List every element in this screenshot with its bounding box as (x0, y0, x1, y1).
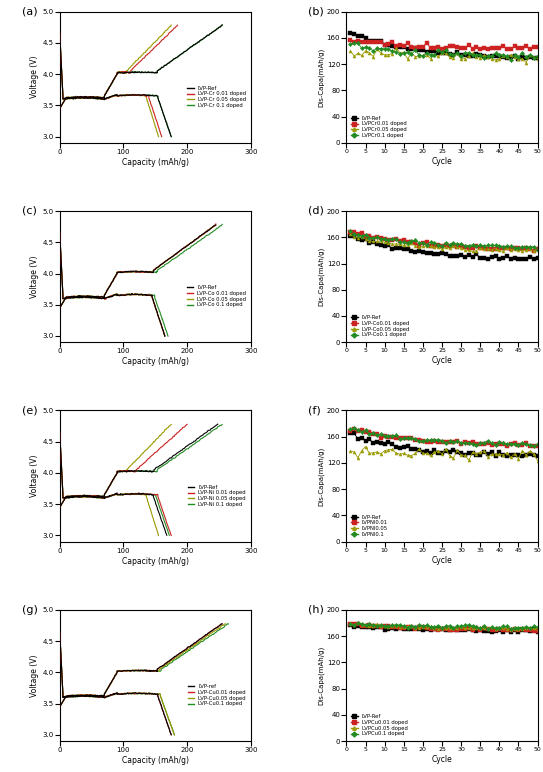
Text: (a): (a) (22, 6, 37, 16)
Legend: LVP-Ref, LVPNI0.01, LVPNI0.05, LVPNI0.1: LVP-Ref, LVPNI0.01, LVPNI0.05, LVPNI0.1 (349, 513, 390, 539)
X-axis label: Cycle: Cycle (432, 755, 452, 764)
Y-axis label: Voltage (V): Voltage (V) (30, 256, 40, 298)
Text: (g): (g) (22, 604, 37, 615)
Y-axis label: Voltage (V): Voltage (V) (30, 654, 40, 697)
Legend: LVP-Ref, LVP-Ni 0.01 doped, LVP-Ni 0.05 doped, LVP-Ni 0.1 doped: LVP-Ref, LVP-Ni 0.01 doped, LVP-Ni 0.05 … (186, 482, 248, 509)
Y-axis label: Dis-Capa(mAh/g): Dis-Capa(mAh/g) (318, 446, 324, 506)
Legend: LVP-Ref, LVP-Cr 0.01 doped, LVP-Cr 0.05 doped, LVP-Cr 0.1 doped: LVP-Ref, LVP-Cr 0.01 doped, LVP-Cr 0.05 … (185, 83, 248, 110)
Text: (d): (d) (308, 206, 324, 216)
Text: (e): (e) (22, 405, 37, 415)
Y-axis label: Voltage (V): Voltage (V) (30, 56, 40, 99)
X-axis label: Cycle: Cycle (432, 556, 452, 564)
Y-axis label: Dis-Capa(mAh/g): Dis-Capa(mAh/g) (318, 48, 324, 107)
Text: (h): (h) (308, 604, 324, 615)
X-axis label: Capacity (mAh/g): Capacity (mAh/g) (122, 157, 189, 167)
Legend: LVP-Ref, LVPCr0.01 doped, LVPCr0.05 doped, LVPCr0.1 doped: LVP-Ref, LVPCr0.01 doped, LVPCr0.05 dope… (349, 113, 408, 141)
Y-axis label: Dis-Capa(mAh/g): Dis-Capa(mAh/g) (318, 247, 324, 306)
Legend: LVP-Ref, LVP-Co 0.01 doped, LVP-Co 0.05 doped, LVP-Co 0.1 doped: LVP-Ref, LVP-Co 0.01 doped, LVP-Co 0.05 … (185, 283, 248, 310)
X-axis label: Capacity (mAh/g): Capacity (mAh/g) (122, 557, 189, 566)
Legend: LVP-ref, LVP-Cu0.01 doped, LVP-Cu0.05 doped, LVP-Cu0.1 doped: LVP-ref, LVP-Cu0.01 doped, LVP-Cu0.05 do… (186, 682, 248, 709)
Legend: LVP-Ref, LVPCu0.01 doped, LVPCu0.05 doped, LVPCu0.1 doped: LVP-Ref, LVPCu0.01 doped, LVPCu0.05 dope… (349, 712, 410, 739)
Legend: LVP-Ref, LVP-Co0.01 doped, LVP-Co0.05 doped, LVP-Co0.1 doped: LVP-Ref, LVP-Co0.01 doped, LVP-Co0.05 do… (349, 313, 411, 340)
Text: (c): (c) (22, 206, 36, 216)
X-axis label: Capacity (mAh/g): Capacity (mAh/g) (122, 756, 189, 765)
Text: (f): (f) (308, 405, 321, 415)
X-axis label: Capacity (mAh/g): Capacity (mAh/g) (122, 357, 189, 366)
Text: (b): (b) (308, 6, 324, 16)
X-axis label: Cycle: Cycle (432, 157, 452, 166)
X-axis label: Cycle: Cycle (432, 356, 452, 365)
Y-axis label: Dis-Capa(mAh/g): Dis-Capa(mAh/g) (318, 646, 324, 705)
Y-axis label: Voltage (V): Voltage (V) (30, 455, 40, 497)
